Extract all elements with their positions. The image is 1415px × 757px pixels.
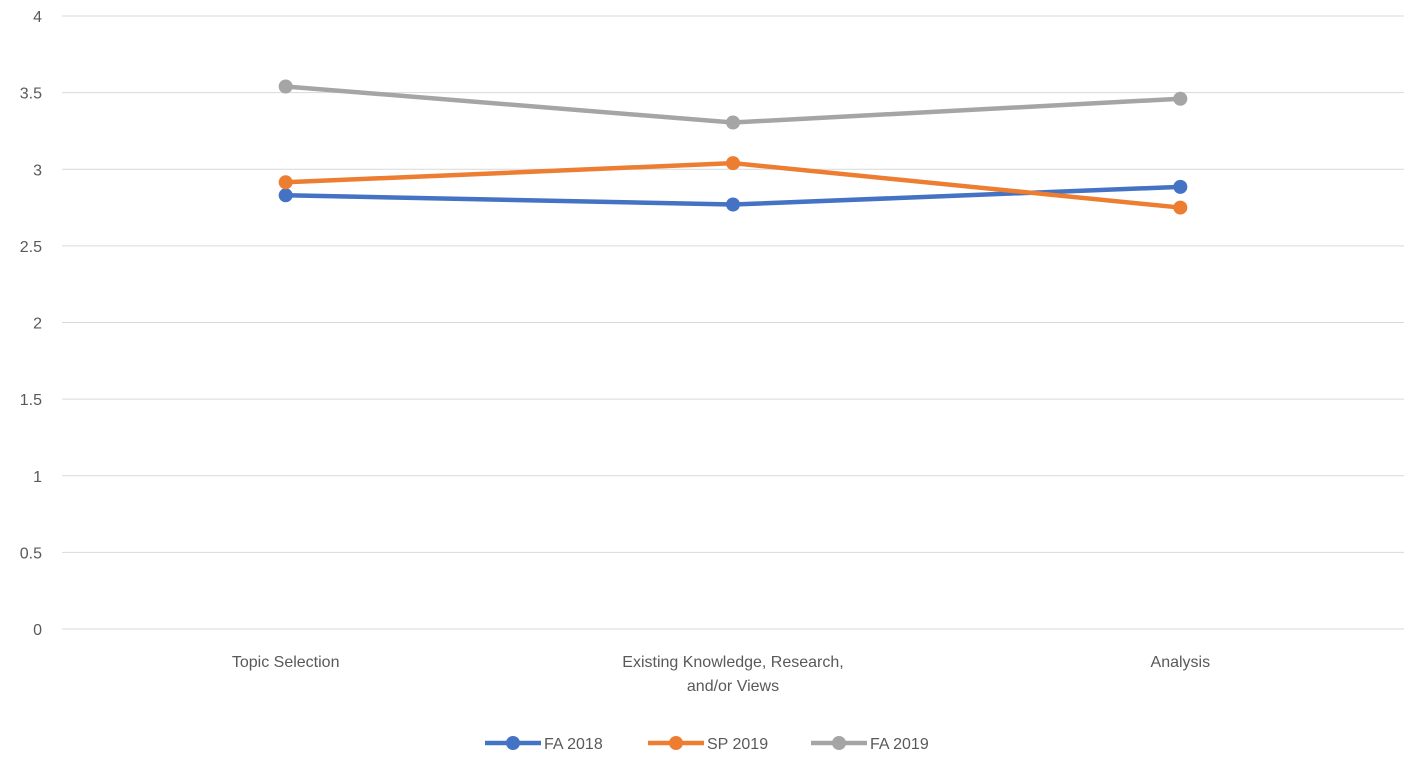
y-tick-label: 3 (33, 162, 42, 179)
x-category-label: Existing Knowledge, Research, and/or View… (622, 654, 843, 695)
y-axis-ticks: 0 0.5 1 1.5 2 2.5 3 3.5 4 (20, 9, 42, 639)
legend-entry: FA 2019 (811, 736, 929, 753)
series (278, 156, 1188, 215)
legend-entry: SP 2019 (648, 736, 768, 753)
x-category-label-line: Topic Selection (232, 654, 340, 671)
y-tick-label: 2.5 (20, 239, 42, 256)
x-category-label-line: and/or Views (687, 678, 779, 695)
y-tick-label: 1.5 (20, 392, 42, 409)
legend: FA 2018 SP 2019 FA 2019 (485, 736, 929, 753)
data-point (278, 175, 293, 190)
data-point (1173, 179, 1188, 194)
data-point (726, 197, 740, 212)
legend-entry: FA 2018 (485, 736, 603, 753)
legend-label: FA 2018 (544, 736, 603, 753)
x-category-label: Topic Selection (232, 654, 340, 671)
x-category-label-line: Existing Knowledge, Research, (622, 654, 843, 671)
data-point (726, 115, 740, 130)
series (278, 79, 1188, 130)
x-category-label: Analysis (1151, 654, 1211, 671)
legend-marker (832, 736, 846, 750)
y-tick-label: 4 (33, 9, 42, 26)
x-axis-categories: Topic Selection Existing Knowledge, Resea… (232, 654, 1210, 695)
series-lines (278, 79, 1188, 215)
data-point (278, 79, 293, 94)
legend-label: FA 2019 (870, 736, 929, 753)
x-category-label-line: Analysis (1151, 654, 1211, 671)
data-point (1173, 200, 1188, 215)
y-tick-label: 0.5 (20, 545, 42, 562)
y-tick-label: 3.5 (20, 86, 42, 103)
gridlines (62, 15, 1404, 630)
legend-marker (506, 736, 520, 750)
y-tick-label: 2 (33, 316, 42, 333)
y-tick-label: 0 (33, 622, 42, 639)
legend-marker (669, 736, 683, 750)
y-tick-label: 1 (33, 469, 42, 486)
data-point (726, 156, 740, 171)
data-point (1173, 91, 1188, 106)
legend-label: SP 2019 (707, 736, 768, 753)
data-point (278, 188, 293, 203)
